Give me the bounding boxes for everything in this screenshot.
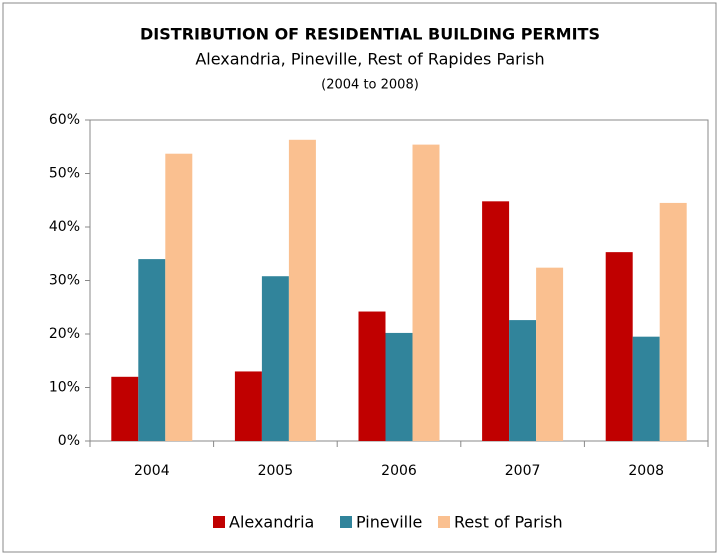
y-tick-label: 0% <box>58 433 80 449</box>
bar <box>536 267 564 441</box>
legend-swatch <box>438 516 450 528</box>
bar <box>605 252 633 441</box>
bar <box>509 320 537 441</box>
chart-note: (2004 to 2008) <box>321 78 419 93</box>
chart-subtitle: Alexandria, Pineville, Rest of Rapides P… <box>195 50 544 69</box>
bar <box>261 276 289 441</box>
y-tick-label: 50% <box>49 166 80 182</box>
bar <box>165 153 193 441</box>
y-tick-label: 20% <box>49 326 80 342</box>
x-tick-label: 2008 <box>628 463 664 479</box>
bar <box>412 144 440 442</box>
bar <box>138 259 166 441</box>
legend-swatch <box>213 516 225 528</box>
legend-label: Pineville <box>356 513 422 532</box>
bar <box>358 311 386 441</box>
x-tick-label: 2006 <box>381 463 417 479</box>
y-tick-label: 40% <box>49 219 80 235</box>
x-tick-label: 2005 <box>258 463 294 479</box>
bar <box>385 332 413 441</box>
legend-label: Rest of Parish <box>454 513 563 532</box>
y-tick-label: 60% <box>49 112 80 128</box>
legend-label: Alexandria <box>229 513 314 532</box>
chart-title: DISTRIBUTION OF RESIDENTIAL BUILDING PER… <box>140 25 600 44</box>
bar <box>111 376 139 441</box>
bar <box>482 201 510 441</box>
bar <box>659 202 687 441</box>
y-tick-label: 30% <box>49 273 80 289</box>
bar <box>234 371 262 441</box>
x-tick-label: 2004 <box>134 463 170 479</box>
y-tick-label: 10% <box>49 380 80 396</box>
bar <box>632 336 660 441</box>
legend-swatch <box>340 516 352 528</box>
x-tick-label: 2007 <box>505 463 541 479</box>
bar <box>288 139 316 442</box>
